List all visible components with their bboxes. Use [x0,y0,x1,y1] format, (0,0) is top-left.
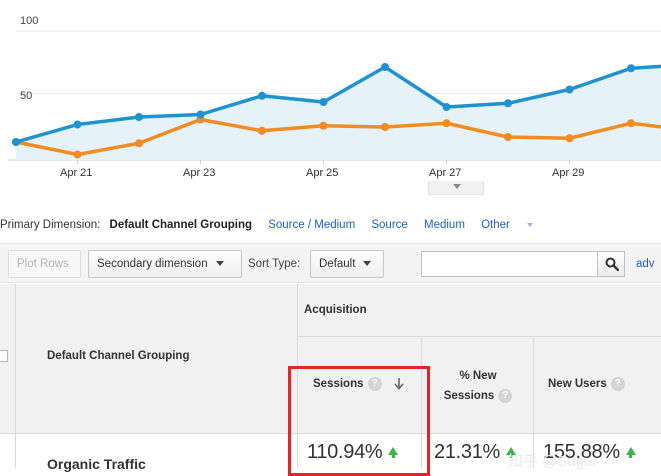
x-tick-apr-21: Apr 21 [60,167,93,179]
series-blue-area [16,66,661,160]
group-header-acquisition: Acquisition [304,304,367,316]
chevron-down-icon [215,261,224,267]
chevron-down-icon [363,261,372,267]
col-header-new-users[interactable]: New Users? [548,377,625,391]
table-search-input[interactable] [421,251,598,277]
series-orange-point[interactable] [135,139,143,148]
series-orange-point[interactable] [565,134,574,143]
primary-dimension-medium[interactable]: Medium [424,219,465,231]
row-label-organic-traffic[interactable]: Organic Traffic [47,456,146,472]
sort-descending-icon [394,378,404,390]
series-orange-point[interactable] [73,150,82,159]
col-header-sessions[interactable]: Sessions? [313,377,404,391]
col-header-new-sessions-line1: % New [459,370,497,382]
primary-dimension-other[interactable]: Other [481,219,546,231]
y-tick-100: 100 [20,15,39,27]
series-orange-line [15,117,661,157]
plot-rows-button[interactable]: Plot Rows [8,250,81,278]
x-tick-apr-25: Apr 25 [306,167,339,179]
series-blue-point[interactable] [442,103,451,111]
sessions-highlight-box [288,366,430,476]
chevron-down-icon [453,184,461,189]
col-header-sessions-label: Sessions [313,378,364,391]
series-blue-point[interactable] [381,63,389,71]
col-header-new-users-label: New Users [548,378,607,391]
x-tick-apr-29: Apr 29 [552,167,585,179]
metric-sessions: 110.94% [307,441,399,464]
x-tick-apr-23: Apr 23 [183,167,216,179]
header-divider [297,336,661,337]
select-all-checkbox[interactable] [0,350,8,362]
help-icon[interactable]: ? [610,377,625,391]
series-blue-point[interactable] [196,110,205,119]
metric-new-users-value: 155.88% [543,441,620,463]
help-icon[interactable]: ? [498,388,513,403]
header-bottom-border [0,433,661,434]
up-arrow-icon [625,446,636,458]
advanced-filter-link[interactable]: adv [636,258,655,270]
search-icon [605,257,619,271]
line-chart: 100 50 Apr 21 Apr 23 Apr 25 Apr 27 Apr 2… [0,0,661,200]
table-header [0,284,661,434]
col-header-new-sessions[interactable]: % New Sessions? [433,366,523,406]
series-blue-point[interactable] [73,120,82,129]
series-orange-point[interactable] [504,133,512,141]
secondary-dimension-label: Secondary dimension [97,258,208,270]
series-orange-point[interactable] [442,119,451,128]
up-arrow-icon [506,446,517,458]
x-tick-apr-27: Apr 27 [429,167,462,179]
chart-canvas [8,30,661,164]
primary-dimension-source[interactable]: Source [371,219,408,231]
series-blue-line [15,64,661,144]
help-icon[interactable]: ? [367,377,382,391]
series-blue-point[interactable] [565,85,574,94]
sort-type-dropdown[interactable]: Default [310,250,384,278]
series-blue-point[interactable] [319,98,328,106]
sort-type-value: Default [319,258,356,270]
series-blue-point[interactable] [627,64,635,73]
series-orange-point[interactable] [258,126,266,135]
col-header-new-sessions-line2: Sessions [443,390,495,402]
col-divider [533,336,534,468]
series-blue-point[interactable] [258,91,266,100]
y-tick-50: 50 [20,90,33,102]
col-divider [15,284,16,468]
primary-dimension-other-label: Other [481,219,510,231]
series-blue-point[interactable] [12,138,20,146]
metric-new-sessions: 21.31% [434,441,517,464]
series-orange-point[interactable] [381,123,389,131]
sort-type-label: Sort Type: [248,258,301,270]
series-orange-point[interactable] [319,121,328,130]
col-divider [297,284,298,468]
metric-new-sessions-value: 21.31% [434,441,501,463]
metric-sessions-value: 110.94% [307,441,383,463]
primary-dimension-active: Default Channel Grouping [109,219,253,231]
search-button[interactable] [597,251,625,277]
chart-collapse-handle[interactable] [428,181,484,195]
primary-dimension-source-medium[interactable]: Source / Medium [268,219,356,231]
chevron-down-icon [526,222,533,227]
col-divider [421,336,422,468]
series-blue-point[interactable] [135,113,143,121]
up-arrow-icon [388,446,399,458]
primary-dimension-bar: Primary Dimension: Default Channel Group… [0,219,559,235]
table-toolbar: Plot Rows Secondary dimension Sort Type:… [0,243,661,283]
col-header-channel-grouping[interactable]: Default Channel Grouping [47,350,190,362]
metric-new-users: 155.88% [543,441,636,464]
watermark: 知乎 @Sugar [508,453,598,470]
secondary-dimension-dropdown[interactable]: Secondary dimension [88,250,242,278]
series-blue-point[interactable] [504,99,512,108]
primary-dimension-label: Primary Dimension: [0,219,101,231]
series-orange-point[interactable] [627,119,635,128]
